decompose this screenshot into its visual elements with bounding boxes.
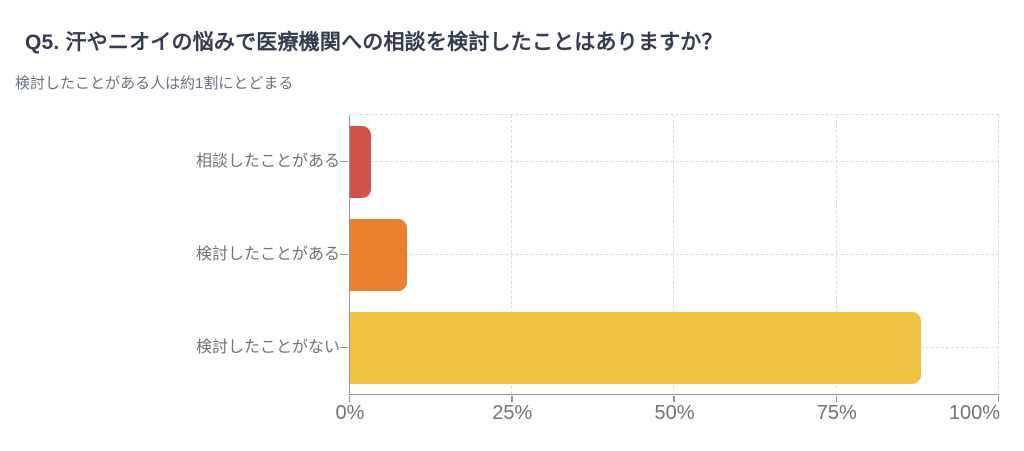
x-axis-label: 25% [492,402,533,424]
x-axis-tick [673,395,675,402]
x-axis-tick [997,395,1000,402]
gridline-vertical [673,115,675,394]
bar [349,125,371,198]
x-axis-label: 50% [654,402,695,424]
x-axis-label: 0% [335,402,365,424]
y-axis-tick [340,253,348,256]
x-axis-tick [348,395,351,402]
gridline-vertical [997,115,999,394]
bar [349,218,408,291]
gridline-vertical [511,115,512,394]
category-label: 検討したことがない [195,338,340,356]
x-axis-label: 75% [816,402,857,424]
category-label: 相談したことがある [195,152,340,170]
gridline-vertical [835,115,837,394]
chart-subtitle: 検討したことがある人は約1割にとどまる [15,75,294,92]
y-axis-tick [340,346,348,349]
x-axis-label: 100% [948,402,1001,424]
x-axis-tick [511,395,513,402]
y-axis-tick [340,160,348,163]
bar [349,311,921,384]
chart-title: Q5. 汗やニオイの悩みで医療機関への相談を検討したことはありますか？ [25,31,723,54]
category-label: 検討したことがある [195,245,340,263]
x-axis-tick [835,395,837,402]
plot-area [340,114,1000,402]
gridline-horizontal [349,114,999,116]
